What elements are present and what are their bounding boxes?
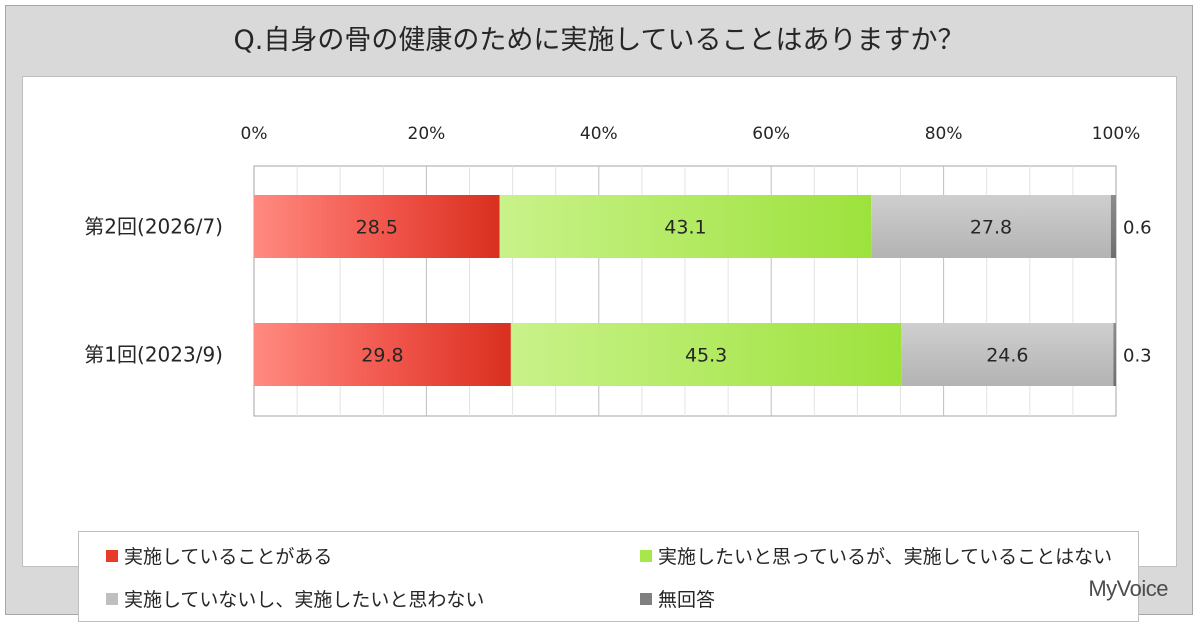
chart-svg: 0% 20% 40% 60% 80% 100% 28.5 43.1 27.8 0.6 29.8 45… bbox=[84, 124, 1152, 417]
legend-item: 実施していることがある bbox=[106, 542, 332, 569]
data-label: 0.6 bbox=[1123, 218, 1152, 239]
x-tick-label: 40% bbox=[580, 124, 618, 144]
category-label: 第2回(2026/7) bbox=[84, 215, 223, 239]
plot-panel: 0% 20% 40% 60% 80% 100% 28.5 43.1 27.8 0.6 29.8 45… bbox=[22, 76, 1177, 622]
x-tick-label: 100% bbox=[1092, 124, 1141, 144]
data-label: 43.1 bbox=[664, 217, 706, 239]
legend-item: 無回答 bbox=[640, 585, 715, 612]
x-tick-label: 0% bbox=[241, 124, 268, 144]
x-tick-label: 60% bbox=[752, 124, 790, 144]
chart-title: Q.自身の骨の健康のために実施していることはありますか？ bbox=[233, 25, 965, 56]
legend-label: 実施したいと思っているが、実施していることはない bbox=[658, 546, 1113, 568]
bar-segment bbox=[1113, 323, 1116, 386]
bar-segment bbox=[510, 323, 902, 386]
legend: 実施していることがある 実施したいと思っているが、実施していることはない 実施し… bbox=[78, 531, 1139, 622]
data-label: 0.3 bbox=[1123, 346, 1152, 367]
legend-item: 実施していないし、実施したいと思わない bbox=[106, 585, 484, 612]
brand-logo: MyVoice bbox=[1088, 576, 1168, 601]
legend-swatch bbox=[640, 550, 652, 562]
category-label: 第1回(2023/9) bbox=[84, 343, 223, 367]
data-label: 29.8 bbox=[361, 345, 403, 367]
legend-swatch bbox=[106, 550, 118, 562]
legend-label: 実施していることがある bbox=[124, 546, 333, 568]
x-tick-label: 20% bbox=[408, 124, 446, 144]
bar-segment bbox=[901, 323, 1114, 386]
x-tick-label: 80% bbox=[925, 124, 963, 144]
legend-swatch bbox=[640, 593, 652, 605]
bar-segment bbox=[871, 195, 1111, 258]
bar-segment bbox=[499, 195, 872, 258]
legend-label: 無回答 bbox=[658, 589, 716, 611]
bar-segment bbox=[1110, 195, 1116, 258]
data-label: 24.6 bbox=[986, 345, 1028, 367]
bar-segment bbox=[254, 195, 500, 258]
data-label: 45.3 bbox=[685, 345, 727, 367]
legend-label: 実施していないし、実施したいと思わない bbox=[124, 589, 485, 611]
data-label: 27.8 bbox=[970, 217, 1012, 239]
legend-swatch bbox=[106, 593, 118, 605]
legend-item: 実施したいと思っているが、実施していることはない bbox=[640, 542, 1112, 569]
data-label: 28.5 bbox=[356, 217, 398, 239]
bar-segment bbox=[254, 323, 511, 386]
